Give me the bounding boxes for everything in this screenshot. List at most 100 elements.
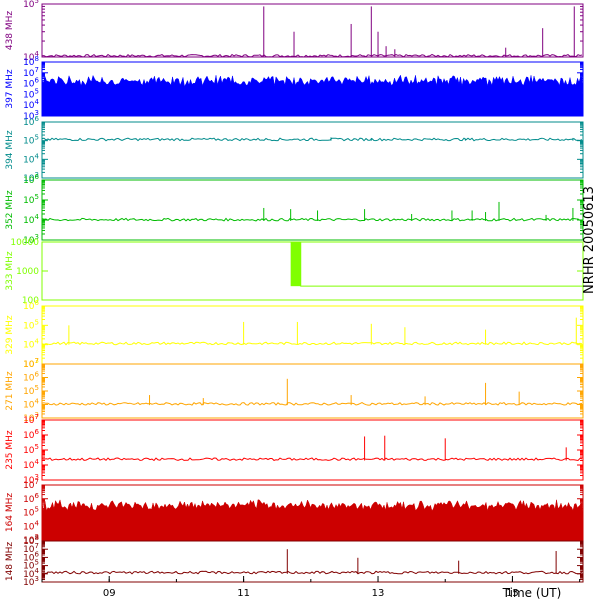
- trace-line: [42, 341, 583, 346]
- y-tick-label: 103: [23, 357, 39, 370]
- y-tick-label: 104: [23, 398, 39, 411]
- trace-line: [42, 401, 583, 406]
- trace-band: [42, 74, 583, 116]
- y-tick-label: 103: [23, 411, 39, 424]
- panel-394-mhz: 103 104 105 106 394 MHz: [5, 115, 584, 184]
- y-tick-label: 105: [23, 134, 39, 147]
- panel-438-mhz: 104 105 438 MHz: [5, 0, 584, 63]
- x-tick-label: 13: [372, 588, 385, 599]
- y-tick-label: 103: [23, 575, 39, 588]
- y-tick-label: 107: [23, 66, 39, 79]
- y-tick-label: 108: [23, 55, 39, 68]
- y-tick-label: 106: [23, 299, 39, 312]
- x-tick-label: 15: [506, 588, 519, 599]
- panel-frame: [41, 540, 584, 583]
- y-tick-label: 104: [23, 213, 39, 226]
- trace: [42, 499, 583, 540]
- y-tick-label: 104: [23, 98, 39, 111]
- panel-235-mhz: 103 104 105 106 107 235 MHz: [5, 413, 584, 486]
- time-axis: 09 11 13 15: [41, 576, 581, 599]
- trace-line: [42, 242, 583, 287]
- x-tick-label: 11: [237, 588, 250, 599]
- panel-frame: [41, 3, 584, 58]
- burst-block: [290, 242, 301, 287]
- y-tick-label: 103: [23, 109, 39, 122]
- y-tick-label: 107: [23, 413, 39, 426]
- panel-352-mhz: 103 104 105 106 352 MHz: [5, 173, 584, 246]
- y-tick-label: 106: [23, 428, 39, 441]
- trace-line: [42, 137, 583, 142]
- y-tick-label: 103: [23, 233, 39, 246]
- panel-frame: [41, 363, 584, 419]
- trace-line: [42, 53, 583, 57]
- trace: [42, 435, 583, 462]
- trace-line: [42, 217, 583, 222]
- y-tick-label: 105: [23, 559, 39, 572]
- trace: [42, 201, 583, 222]
- y-tick-label: 108: [23, 534, 39, 547]
- trace: [42, 549, 583, 575]
- trace: [42, 137, 583, 142]
- y-tick-label: 104: [23, 567, 39, 580]
- frequency-label: 235 MHz: [5, 430, 15, 470]
- side-label: NRHR 20050613: [582, 186, 597, 294]
- panel-frame: [41, 419, 584, 481]
- y-tick-label: 10000: [10, 238, 39, 248]
- panel-frame: [41, 179, 584, 241]
- trace: [42, 74, 583, 116]
- y-tick-label: 104: [23, 519, 39, 532]
- y-tick-label: 103: [23, 533, 39, 546]
- y-tick-label: 1000: [16, 267, 39, 277]
- y-tick-label: 105: [23, 506, 39, 519]
- x-tick-label: 09: [103, 588, 116, 599]
- frequency-label: 329 MHz: [5, 315, 15, 355]
- trace: [42, 6, 583, 57]
- trace-band: [42, 499, 583, 540]
- y-tick-label: 105: [23, 384, 39, 397]
- y-tick-label: 106: [23, 173, 39, 186]
- y-tick-label: 106: [23, 371, 39, 384]
- frequency-label: 333 MHz: [5, 251, 15, 291]
- y-tick-label: 104: [23, 458, 39, 471]
- trace: [42, 317, 583, 346]
- frequency-label: 394 MHz: [5, 130, 15, 170]
- y-tick-label: 103: [23, 473, 39, 486]
- time-axis-label: Time (UT): [502, 586, 562, 600]
- y-tick-label: 100: [22, 296, 39, 306]
- panel-frame: [41, 121, 584, 179]
- frequency-label: 164 MHz: [5, 493, 15, 533]
- frequency-label: 148 MHz: [5, 542, 15, 582]
- frequency-label: 397 MHz: [5, 69, 15, 109]
- y-tick-label: 104: [23, 338, 39, 351]
- y-tick-label: 105: [23, 443, 39, 456]
- trace: [42, 242, 583, 287]
- panel-frame: [41, 241, 584, 301]
- trace-line: [42, 457, 583, 462]
- panel-333-mhz: 100 1000 10000 333 MHz: [5, 238, 584, 306]
- y-tick-label: 107: [23, 357, 39, 370]
- panel-frame: [41, 305, 584, 365]
- y-tick-label: 105: [23, 193, 39, 206]
- panel-329-mhz: 103 104 105 106 329 MHz: [5, 299, 584, 370]
- frequency-label: 438 MHz: [5, 11, 15, 51]
- frequency-label: 352 MHz: [5, 190, 15, 230]
- trace-line: [42, 570, 583, 575]
- frequency-label: 271 MHz: [5, 371, 15, 411]
- trace: [42, 378, 583, 406]
- y-tick-label: 105: [23, 0, 39, 10]
- y-tick-label: 106: [23, 77, 39, 90]
- y-tick-label: 104: [23, 50, 39, 63]
- y-tick-label: 105: [23, 318, 39, 331]
- y-tick-label: 107: [23, 542, 39, 555]
- y-tick-label: 106: [23, 550, 39, 563]
- y-tick-label: 103: [23, 171, 39, 184]
- y-tick-label: 104: [23, 152, 39, 165]
- y-tick-label: 106: [23, 115, 39, 128]
- y-tick-label: 106: [23, 492, 39, 505]
- y-tick-label: 105: [23, 87, 39, 100]
